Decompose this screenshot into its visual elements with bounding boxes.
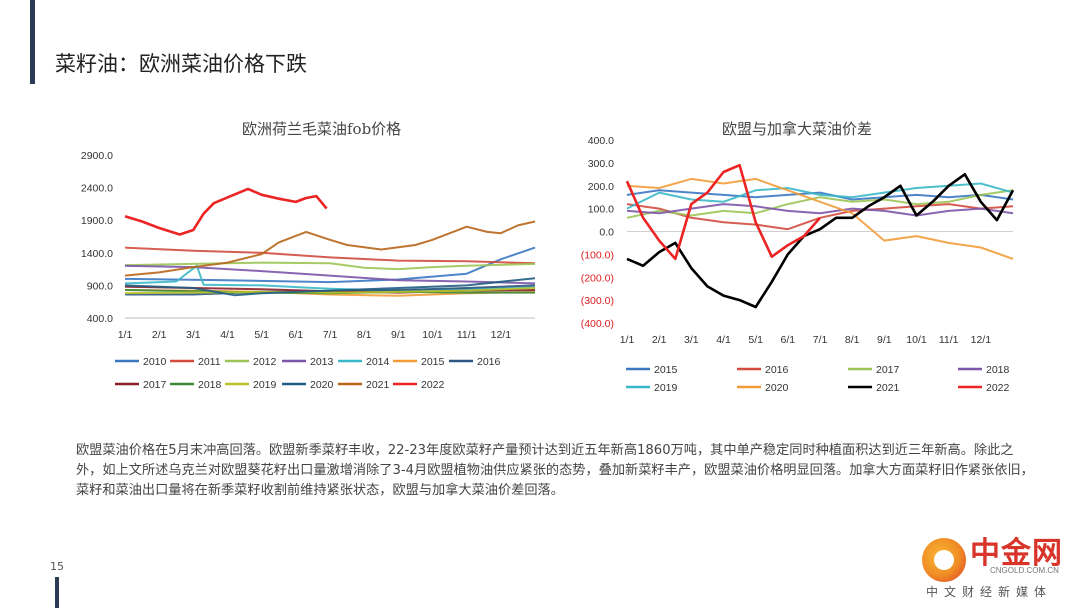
series-line-2021 bbox=[626, 173, 1015, 309]
y-tick-label: (400.0) bbox=[581, 318, 614, 330]
y-tick-label: 300.0 bbox=[588, 158, 614, 170]
x-tick-label: 8/1 bbox=[357, 329, 372, 341]
legend-label: 2013 bbox=[310, 356, 334, 368]
legend-label: 2015 bbox=[654, 364, 678, 376]
footer-accent-bar bbox=[55, 577, 59, 608]
logo-tagline: 中文财经新媒体 bbox=[926, 585, 1053, 599]
y-tick-label: 2900.0 bbox=[81, 150, 113, 162]
legend-label: 2019 bbox=[654, 382, 678, 394]
series-line-2017 bbox=[626, 189, 1014, 219]
x-tick-label: 11/1 bbox=[457, 329, 477, 341]
x-tick-label: 9/1 bbox=[391, 329, 406, 341]
legend-label: 2021 bbox=[876, 382, 900, 394]
y-tick-label: 0.0 bbox=[599, 227, 614, 239]
legend-label: 2010 bbox=[143, 356, 167, 368]
x-tick-label: 11/1 bbox=[939, 334, 959, 346]
legend-label: 2022 bbox=[421, 379, 445, 391]
legend-label: 2016 bbox=[765, 364, 789, 376]
x-tick-label: 10/1 bbox=[422, 329, 443, 341]
y-tick-label: 900.0 bbox=[87, 280, 113, 292]
y-tick-label: 400.0 bbox=[87, 313, 113, 325]
legend-label: 2015 bbox=[421, 356, 445, 368]
y-tick-label: 400.0 bbox=[588, 135, 614, 147]
logo-url: CNGOLD.COM.CN bbox=[990, 566, 1059, 575]
x-tick-label: 8/1 bbox=[845, 334, 860, 346]
legend-label: 2019 bbox=[253, 379, 277, 391]
header-accent-bar bbox=[30, 0, 35, 84]
x-tick-label: 4/1 bbox=[220, 329, 235, 341]
y-tick-label: 2400.0 bbox=[81, 183, 113, 195]
x-tick-label: 6/1 bbox=[781, 334, 796, 346]
chart1-title: 欧洲荷兰毛菜油fob价格 bbox=[242, 120, 402, 138]
logo-icon bbox=[922, 538, 966, 582]
x-tick-label: 7/1 bbox=[813, 334, 828, 346]
x-tick-label: 1/1 bbox=[118, 329, 133, 341]
x-tick-label: 12/1 bbox=[491, 329, 512, 341]
series-line-2019 bbox=[124, 287, 536, 295]
x-tick-label: 4/1 bbox=[716, 334, 731, 346]
series-line-2021 bbox=[124, 220, 536, 277]
y-tick-label: (100.0) bbox=[581, 249, 614, 261]
series-line-2022 bbox=[124, 187, 328, 236]
legend-label: 2020 bbox=[765, 382, 789, 394]
legend-label: 2016 bbox=[477, 356, 501, 368]
logo-name: 中金网 bbox=[970, 536, 1063, 571]
legend-label: 2011 bbox=[198, 356, 221, 368]
y-tick-label: 200.0 bbox=[588, 181, 614, 193]
legend-label: 2017 bbox=[876, 364, 900, 376]
y-tick-label: 1900.0 bbox=[81, 215, 113, 227]
body-paragraph: 欧盟菜油价格在5月末冲高回落。欧盟新季菜籽丰收，22-23年度欧菜籽产量预计达到… bbox=[76, 443, 1034, 498]
y-tick-label: 100.0 bbox=[588, 204, 614, 216]
legend-label: 2012 bbox=[253, 356, 277, 368]
x-tick-label: 3/1 bbox=[684, 334, 699, 346]
series-line-2022 bbox=[625, 163, 821, 261]
chart2-title: 欧盟与加拿大菜油价差 bbox=[722, 120, 873, 138]
x-tick-label: 5/1 bbox=[254, 329, 269, 341]
x-tick-label: 6/1 bbox=[289, 329, 304, 341]
series-line-2015 bbox=[626, 189, 1014, 201]
page-title: 菜籽油：欧洲菜油价格下跌 bbox=[55, 52, 307, 76]
x-tick-label: 3/1 bbox=[186, 329, 201, 341]
series-line-2020 bbox=[124, 277, 536, 297]
legend-label: 2020 bbox=[310, 379, 334, 391]
x-tick-label: 10/1 bbox=[906, 334, 927, 346]
x-tick-label: 1/1 bbox=[620, 334, 635, 346]
series-line-2020 bbox=[626, 177, 1014, 260]
y-tick-label: (200.0) bbox=[581, 272, 614, 284]
x-tick-label: 2/1 bbox=[152, 329, 167, 341]
x-tick-label: 2/1 bbox=[652, 334, 667, 346]
y-tick-label: 1400.0 bbox=[81, 248, 113, 260]
x-tick-label: 12/1 bbox=[971, 334, 992, 346]
series-line-2011 bbox=[124, 246, 536, 265]
legend-label: 2022 bbox=[986, 382, 1010, 394]
legend-label: 2018 bbox=[198, 379, 222, 391]
x-tick-label: 5/1 bbox=[748, 334, 763, 346]
page-number: 15 bbox=[50, 560, 64, 573]
legend-label: 2018 bbox=[986, 364, 1010, 376]
x-tick-label: 7/1 bbox=[323, 329, 338, 341]
y-tick-label: (300.0) bbox=[581, 295, 614, 307]
legend-label: 2017 bbox=[143, 379, 167, 391]
legend-label: 2014 bbox=[366, 356, 390, 368]
legend-label: 2021 bbox=[366, 379, 390, 391]
x-tick-label: 9/1 bbox=[877, 334, 892, 346]
